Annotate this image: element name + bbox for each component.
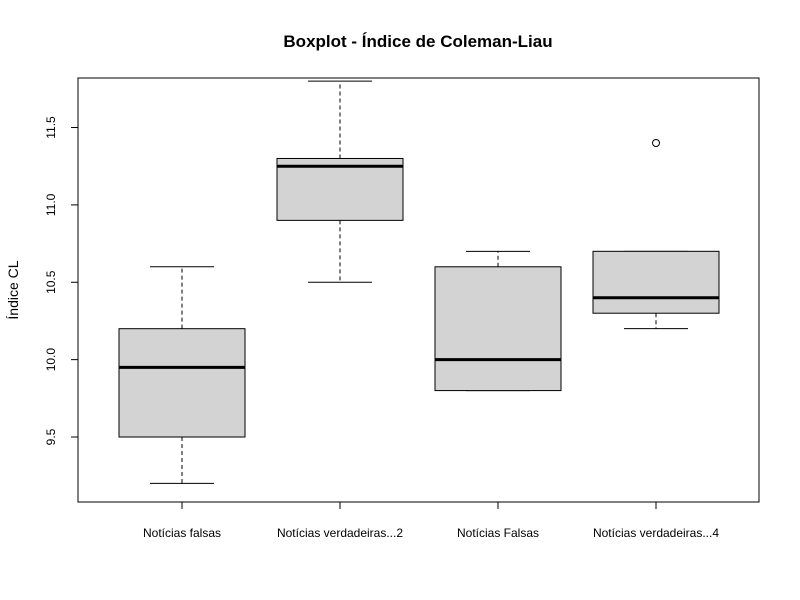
chart-title: Boxplot - Índice de Coleman-Liau	[283, 32, 552, 51]
box	[592, 250, 720, 314]
x-axis: Notícias falsas Notícias verdadeiras...2 N…	[143, 501, 719, 540]
y-tick-label: 11.0	[44, 193, 58, 216]
boxes-group	[118, 80, 720, 484]
box-group	[276, 80, 404, 283]
x-tick-label: Notícias verdadeiras...2	[277, 526, 403, 540]
y-tick-label: 10.5	[44, 270, 58, 294]
x-tick-label: Notícias Falsas	[457, 526, 539, 540]
x-tick-label: Notícias falsas	[143, 526, 221, 540]
box-group	[592, 138, 720, 330]
box-group	[434, 250, 562, 392]
x-tick-label: Notícias verdadeiras...4	[593, 526, 719, 540]
box	[434, 266, 562, 392]
y-axis-label: Índice CL	[5, 260, 21, 319]
box	[118, 328, 246, 438]
y-tick-label: 11.5	[44, 116, 58, 139]
box-group	[118, 266, 246, 484]
box	[276, 157, 404, 221]
y-axis: 9.5 10.0 10.5 11.0 11.5	[44, 116, 79, 445]
y-tick-label: 9.5	[44, 428, 58, 445]
y-tick-label: 10.0	[44, 348, 58, 372]
outlier-point	[652, 138, 660, 147]
